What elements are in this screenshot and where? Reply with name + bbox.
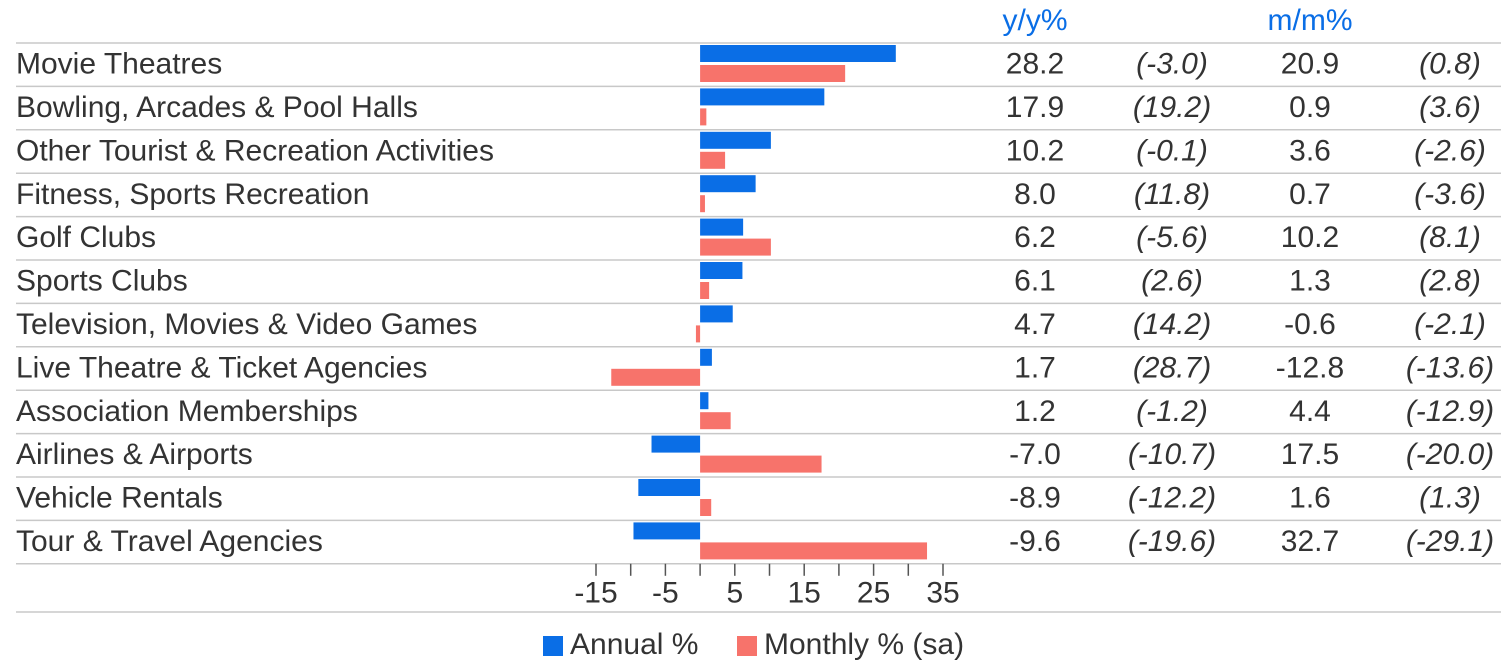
- category-label: Movie Theatres: [16, 48, 222, 81]
- category-label: Association Memberships: [16, 395, 358, 428]
- value-label: 6.2: [1014, 221, 1056, 254]
- prior-label: (2.6): [1141, 265, 1203, 298]
- prior-label: (0.8): [1419, 48, 1481, 81]
- category-label: Golf Clubs: [16, 221, 156, 254]
- bar: [700, 238, 771, 256]
- bar: [638, 479, 701, 496]
- prior-label: (-12.9): [1406, 395, 1494, 428]
- value-label: 0.9: [1289, 91, 1331, 124]
- x-tick-label: -5: [652, 577, 679, 610]
- bar: [700, 542, 928, 560]
- value-label: 10.2: [1281, 221, 1339, 254]
- bar: [700, 499, 712, 516]
- bar: [611, 368, 701, 386]
- value-label: 32.7: [1281, 525, 1339, 558]
- column-header: m/m%: [1268, 4, 1353, 37]
- bar: [700, 65, 846, 82]
- prior-label: (-10.7): [1128, 438, 1216, 471]
- value-label: 1.7: [1014, 351, 1056, 384]
- prior-label: (8.1): [1419, 221, 1481, 254]
- value-label: 8.0: [1014, 178, 1056, 211]
- prior-label: (-5.6): [1136, 221, 1208, 254]
- prior-label: (-3.0): [1136, 48, 1208, 81]
- bar: [700, 262, 743, 279]
- value-label: 10.2: [1006, 134, 1064, 167]
- bar: [700, 108, 707, 126]
- prior-label: (3.6): [1419, 91, 1481, 124]
- value-label: 1.2: [1014, 395, 1056, 428]
- bar: [700, 412, 731, 430]
- bar: [700, 282, 710, 299]
- prior-label: (-12.2): [1128, 482, 1216, 515]
- category-label: Airlines & Airports: [16, 438, 253, 471]
- category-label: Sports Clubs: [16, 265, 188, 298]
- prior-label: (2.8): [1419, 265, 1481, 298]
- prior-label: (14.2): [1133, 308, 1211, 341]
- category-label: Bowling, Arcades & Pool Halls: [16, 91, 418, 124]
- value-label: 4.4: [1289, 395, 1331, 428]
- value-label: 6.1: [1014, 265, 1056, 298]
- bar: [700, 348, 712, 366]
- prior-label: (19.2): [1133, 91, 1211, 124]
- x-tick-label: 5: [726, 577, 743, 610]
- prior-label: (-2.6): [1414, 134, 1486, 167]
- value-label: 17.5: [1281, 438, 1339, 471]
- value-label: -8.9: [1009, 482, 1061, 515]
- value-label: 20.9: [1281, 48, 1339, 81]
- bar: [633, 522, 701, 540]
- prior-label: (-29.1): [1406, 525, 1494, 558]
- prior-label: (11.8): [1134, 178, 1210, 211]
- legend-swatch: [737, 636, 757, 656]
- prior-label: (-0.1): [1136, 134, 1208, 167]
- bar: [695, 325, 701, 343]
- value-label: -12.8: [1276, 351, 1344, 384]
- bar: [700, 305, 733, 323]
- column-header: y/y%: [1002, 4, 1067, 37]
- value-label: 1.6: [1289, 482, 1331, 515]
- category-label: Vehicle Rentals: [16, 482, 223, 515]
- value-label: -7.0: [1009, 438, 1061, 471]
- prior-label: (1.3): [1419, 482, 1481, 515]
- bar: [700, 392, 709, 410]
- value-label: 28.2: [1006, 48, 1064, 81]
- x-tick-label: -15: [574, 577, 617, 610]
- prior-label: (-2.1): [1414, 308, 1486, 341]
- value-label: 17.9: [1006, 91, 1064, 124]
- category-label: Other Tourist & Recreation Activities: [16, 134, 494, 167]
- bar: [700, 175, 756, 193]
- value-label: 0.7: [1289, 178, 1331, 211]
- prior-label: (-20.0): [1406, 438, 1494, 471]
- category-label: Television, Movies & Video Games: [16, 308, 477, 341]
- bar: [700, 218, 744, 236]
- prior-label: (-3.6): [1414, 178, 1486, 211]
- bar: [700, 131, 771, 149]
- value-label: -9.6: [1009, 525, 1061, 558]
- bar: [700, 195, 705, 213]
- x-tick-label: 25: [857, 577, 890, 610]
- bar: [700, 45, 896, 62]
- value-label: 1.3: [1289, 265, 1331, 298]
- bar: [700, 455, 822, 473]
- x-tick-label: 15: [788, 577, 821, 610]
- category-label: Live Theatre & Ticket Agencies: [16, 351, 427, 384]
- legend-label: Monthly % (sa): [764, 628, 964, 661]
- prior-label: (-19.6): [1128, 525, 1216, 558]
- value-label: 3.6: [1289, 134, 1331, 167]
- value-label: -0.6: [1284, 308, 1336, 341]
- legend-label: Annual %: [570, 628, 698, 661]
- bar: [651, 435, 701, 453]
- bar: [700, 88, 825, 106]
- x-tick-label: 35: [926, 577, 959, 610]
- category-label: Tour & Travel Agencies: [16, 525, 323, 558]
- bar: [700, 151, 726, 169]
- prior-label: (28.7): [1133, 351, 1211, 384]
- legend-swatch: [543, 636, 563, 656]
- prior-label: (-13.6): [1406, 351, 1494, 384]
- value-label: 4.7: [1014, 308, 1056, 341]
- prior-label: (-1.2): [1136, 395, 1208, 428]
- category-label: Fitness, Sports Recreation: [16, 178, 369, 211]
